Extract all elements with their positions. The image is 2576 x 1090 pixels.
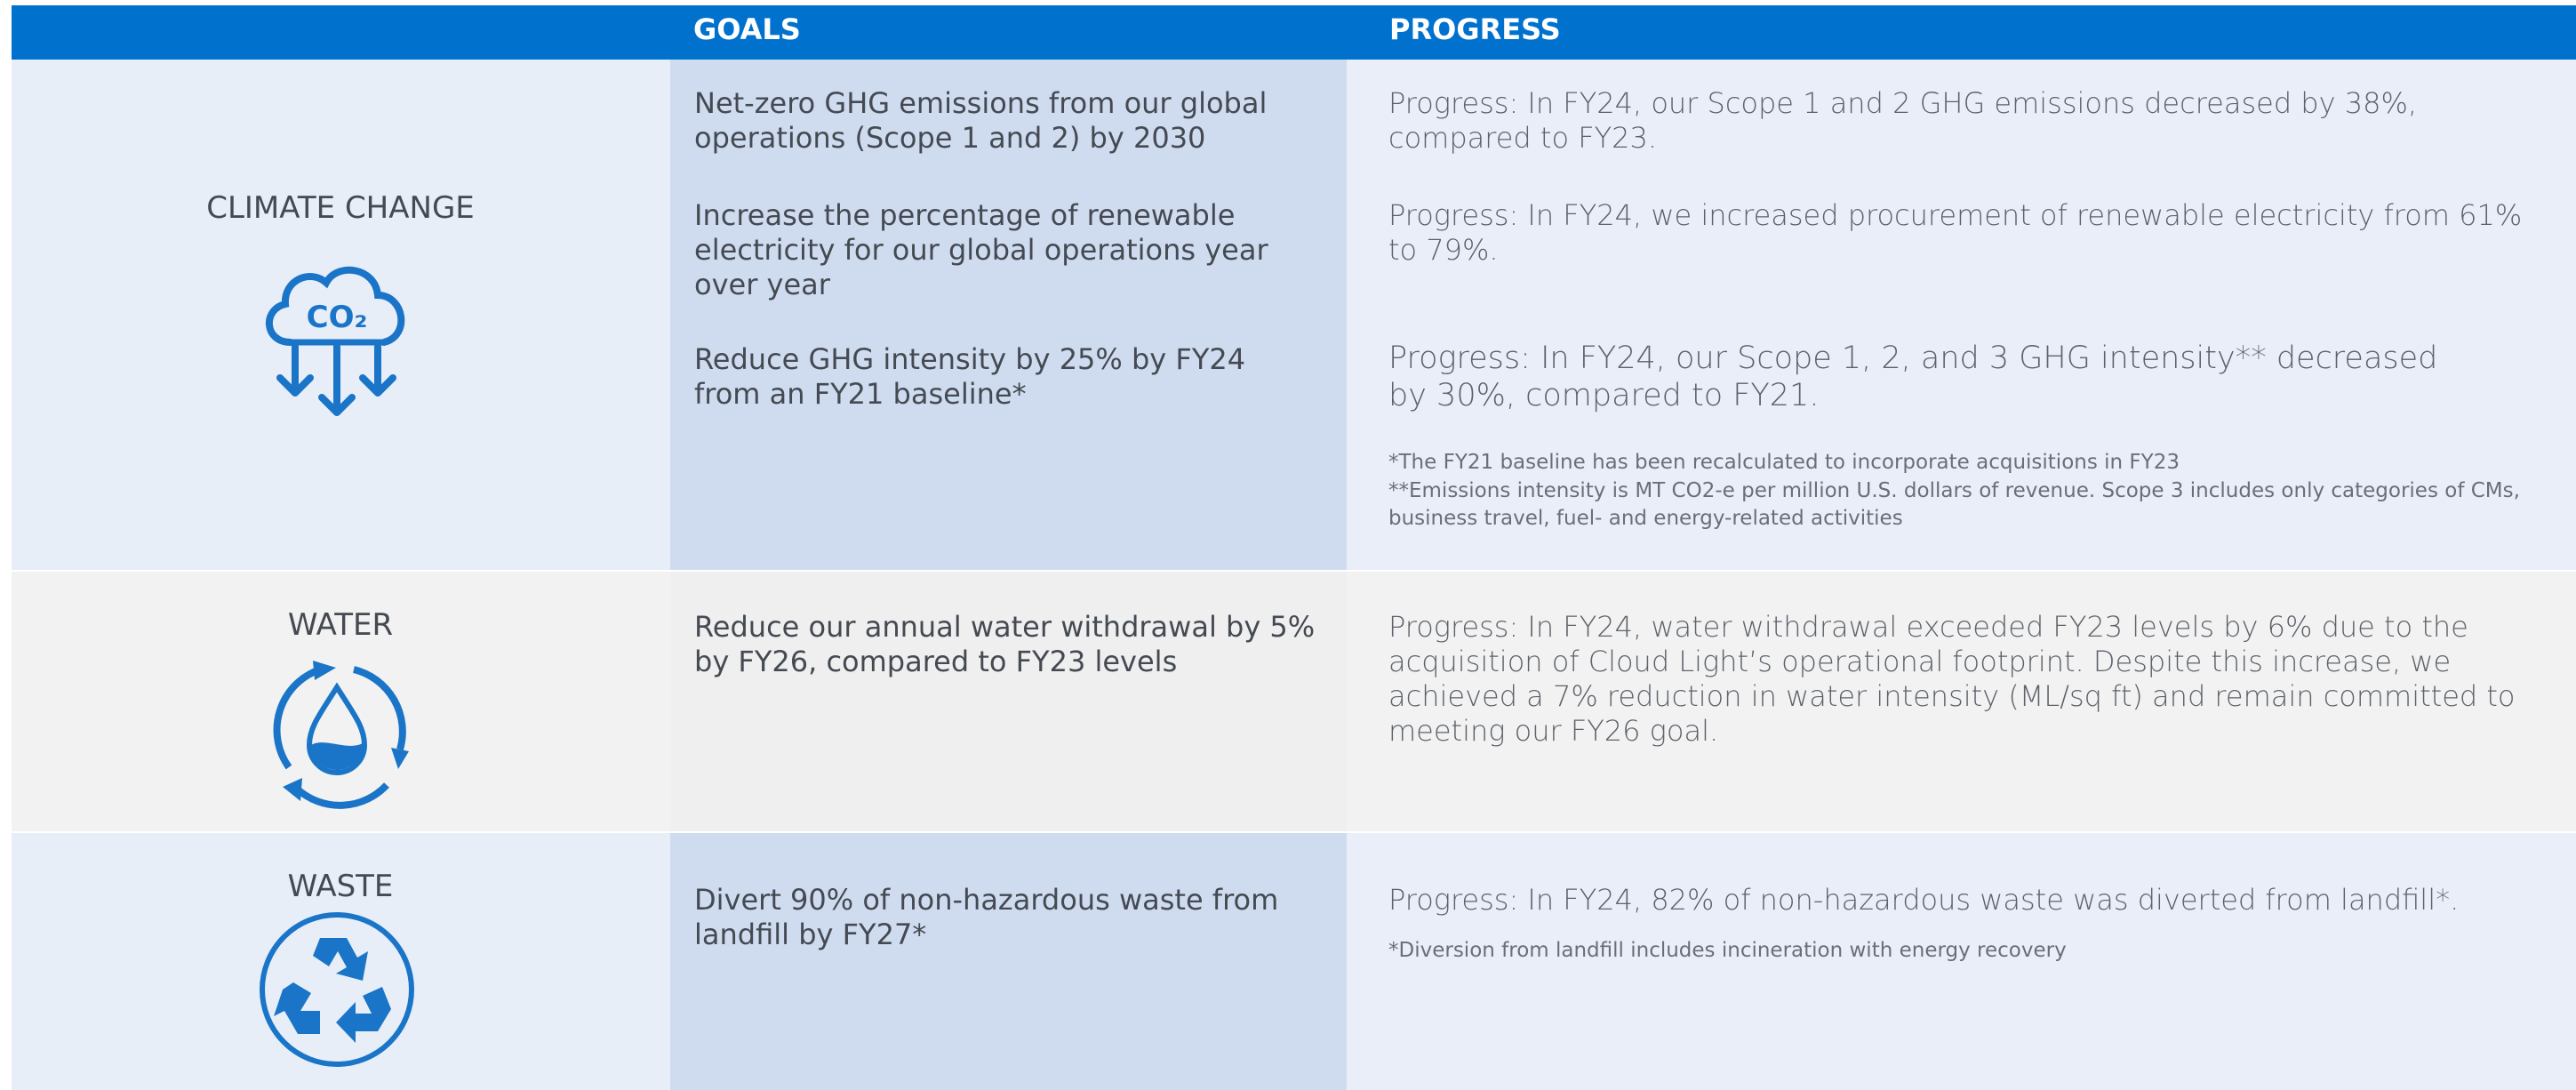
row-bg	[670, 60, 1347, 570]
progress: Progress: In FY24, water withdrawal exce…	[1388, 610, 2516, 748]
row-bg	[670, 833, 1347, 1090]
progress: Progress: In FY24, 82% of non-hazardous …	[1388, 883, 2460, 917]
category: CLIMATE CHANGE	[206, 190, 475, 226]
goal: Increase the percentage of renewable ele…	[694, 198, 1268, 301]
goal: Net-zero GHG emissions from our global o…	[694, 86, 1268, 155]
row-bg	[12, 60, 670, 570]
note: *Diversion from landfill includes incine…	[1388, 939, 2067, 962]
note: **Emissions intensity is MT CO2-e per mi…	[1388, 479, 2520, 530]
recycle-icon	[260, 912, 414, 1067]
icon-text: CO₂	[307, 300, 368, 335]
row-bg	[12, 833, 670, 1090]
progress: Progress: In FY24, our Scope 1, 2, and 3…	[1388, 341, 2438, 413]
progress: Progress: In FY24, our Scope 1 and 2 GHG…	[1388, 86, 2418, 155]
category: WASTE	[287, 869, 394, 904]
co2-icon: CO₂	[266, 266, 405, 416]
category: WATER	[287, 607, 394, 643]
goal: Divert 90% of non-hazardous waste from l…	[694, 883, 1279, 951]
row-bg	[1347, 60, 2576, 570]
goals-header: GOALS	[693, 12, 801, 46]
goal: Reduce our annual water withdrawal by 5%…	[694, 610, 1316, 678]
header-bar	[12, 5, 2576, 60]
progress: Progress: In FY24, we increased procurem…	[1388, 198, 2523, 267]
goal: Reduce GHG intensity by 25% by FY24 from…	[694, 342, 1246, 411]
water-icon	[273, 661, 409, 809]
row-bg	[1347, 833, 2576, 1090]
note: *The FY21 baseline has been recalculated…	[1388, 451, 2180, 474]
progress-header: PROGRESS	[1389, 12, 1561, 46]
row-bg	[670, 572, 1347, 831]
